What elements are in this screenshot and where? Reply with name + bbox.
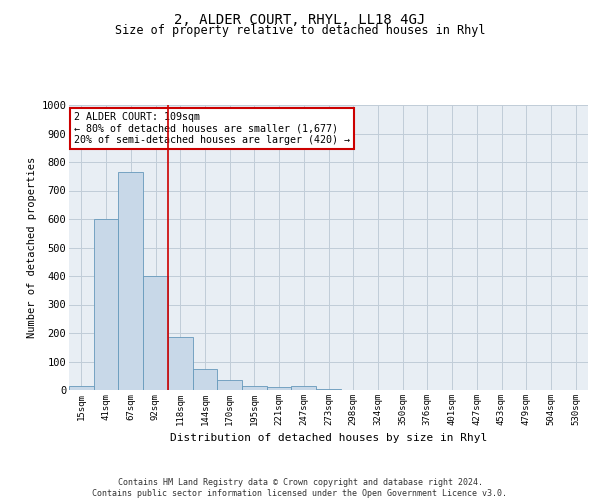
Bar <box>316 388 341 390</box>
Bar <box>143 276 168 390</box>
Text: 2, ALDER COURT, RHYL, LL18 4GJ: 2, ALDER COURT, RHYL, LL18 4GJ <box>175 12 425 26</box>
X-axis label: Distribution of detached houses by size in Rhyl: Distribution of detached houses by size … <box>170 434 487 444</box>
Bar <box>292 386 316 390</box>
Bar <box>118 172 143 390</box>
Bar <box>69 386 94 390</box>
Text: 2 ALDER COURT: 109sqm
← 80% of detached houses are smaller (1,677)
20% of semi-d: 2 ALDER COURT: 109sqm ← 80% of detached … <box>74 112 350 146</box>
Y-axis label: Number of detached properties: Number of detached properties <box>27 157 37 338</box>
Text: Size of property relative to detached houses in Rhyl: Size of property relative to detached ho… <box>115 24 485 37</box>
Bar <box>217 380 242 390</box>
Bar <box>267 387 292 390</box>
Bar <box>242 386 267 390</box>
Text: Contains HM Land Registry data © Crown copyright and database right 2024.
Contai: Contains HM Land Registry data © Crown c… <box>92 478 508 498</box>
Bar <box>168 338 193 390</box>
Bar <box>193 368 217 390</box>
Bar <box>94 219 118 390</box>
